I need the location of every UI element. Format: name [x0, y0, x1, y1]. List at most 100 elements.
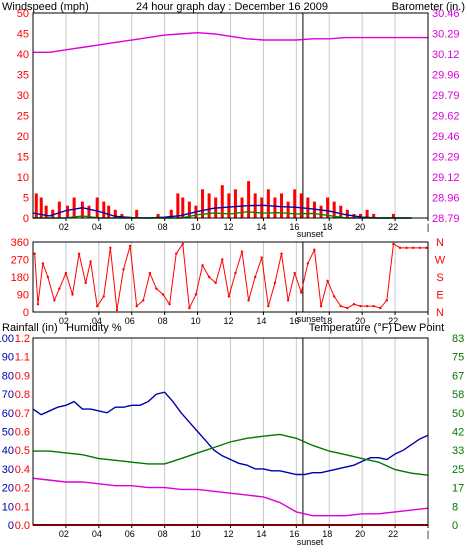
gust-bar	[227, 193, 231, 218]
x-tick-label: 12	[223, 222, 233, 232]
direction-point	[253, 275, 257, 279]
x-tick-label: 04	[92, 222, 102, 232]
direction-point	[326, 279, 329, 283]
gust-bar	[280, 193, 284, 218]
direction-point	[379, 306, 382, 310]
windspeed-tick-label: 45	[17, 29, 29, 41]
wind-grid	[65, 13, 429, 218]
gust-bar	[260, 197, 264, 218]
temperature-tick-label: 50	[452, 408, 464, 420]
x-tick-label: 14	[256, 316, 266, 326]
x-tick-label: 02	[59, 222, 69, 232]
x-tick-label: |	[427, 316, 429, 326]
dewpoint-line	[32, 477, 429, 517]
direction-point	[168, 303, 171, 306]
gust-bar	[339, 205, 343, 218]
humidity-tick-label: 10	[2, 501, 14, 513]
direction-point	[352, 303, 356, 306]
windspeed-tick-label: 0	[23, 213, 29, 225]
x-tick-label: 06	[125, 316, 135, 326]
temperature-tick-label: 58	[452, 389, 464, 401]
barometer-tick-label: 29.79	[432, 90, 460, 102]
barometer-tick-label: 30.46	[432, 8, 460, 20]
gust-bar	[51, 209, 55, 218]
direction-point	[365, 304, 369, 308]
windspeed-tick-label: 20	[17, 131, 29, 143]
temperature-tick-label: 83	[452, 333, 464, 345]
direction-point	[339, 304, 342, 308]
gust-bar	[319, 205, 323, 218]
humidity-tick-label: 50	[2, 427, 14, 439]
gust-bar	[44, 205, 48, 218]
temperature-tick-label: 67	[452, 370, 464, 382]
gust-bar	[332, 201, 336, 218]
wind-x-ticks: 02 04 06 08 10 12 14 16 18 20 22 |	[59, 218, 429, 232]
gust-bar	[181, 197, 185, 218]
direction-point	[293, 271, 296, 275]
direction-point	[234, 271, 237, 275]
direction-point	[392, 242, 395, 246]
gust-bar	[87, 205, 91, 218]
gust-bar	[39, 197, 43, 218]
direction-point	[425, 246, 428, 250]
gust-bar	[207, 193, 211, 218]
x-tick-label: 22	[388, 529, 398, 539]
x-tick-label: |	[427, 222, 429, 232]
windspeed-tick-label: 10	[17, 172, 29, 184]
humidity-tick-label: 30	[2, 464, 14, 476]
windspeed-tick-label: 15	[17, 152, 29, 164]
humidity-tick-label: 0	[8, 520, 14, 532]
compass-label: N	[436, 307, 444, 319]
windspeed-tick-label: 35	[17, 70, 29, 82]
gust-bar	[359, 213, 363, 218]
barometer-tick-label: 30.12	[432, 49, 460, 61]
rainfall-tick-label: 0.9	[15, 370, 30, 382]
rainfall-tick-label: 0.4	[15, 464, 30, 476]
direction-point	[319, 304, 323, 308]
direction-point	[273, 281, 277, 285]
wind_avg-line	[32, 204, 412, 219]
direction-point	[280, 252, 283, 255]
gust-bar	[120, 213, 124, 218]
barometer-line	[33, 31, 428, 53]
direction-tick-label: 360	[11, 237, 29, 249]
humidity-tick-label: 40	[2, 445, 14, 457]
gust-bar	[372, 213, 376, 218]
x-tick-label: 16	[289, 316, 299, 326]
rainfall-tick-label: 1.1	[15, 352, 30, 364]
direction-point	[36, 303, 40, 306]
gust-bar	[345, 209, 349, 218]
compass-label: W	[435, 255, 446, 267]
direction-point	[46, 275, 50, 279]
barometer-tick-label: 29.46	[432, 131, 460, 143]
humidity-tick-label: 20	[2, 483, 14, 495]
compass-label: S	[436, 272, 443, 284]
x-tick-label: 16	[289, 222, 299, 232]
humidity-tick-label: 100	[0, 333, 14, 345]
direction-point	[227, 295, 231, 298]
gust-bar	[233, 189, 237, 218]
barometer-tick-label: 30.29	[432, 29, 460, 41]
direction-point	[221, 258, 224, 261]
direction-point	[306, 262, 310, 265]
direction-point	[260, 256, 263, 259]
direction-point	[201, 264, 204, 267]
barometer-tick-label: 29.96	[432, 70, 460, 82]
sunset-label-1: sunset	[297, 229, 324, 239]
gust-bar	[240, 197, 244, 218]
direction-point	[286, 299, 290, 302]
direction-point	[89, 260, 92, 263]
direction-y-ticks: 360 270 180 90 0	[11, 237, 29, 319]
humidity-axis-label: Humidity %	[66, 322, 122, 334]
direction-point	[214, 281, 217, 285]
humidity-line	[32, 391, 429, 476]
rainfall-tick-label: 0.6	[15, 427, 30, 439]
temperature-tick-label: 42	[452, 427, 464, 439]
temperature-tick-label: 17	[452, 483, 464, 495]
barometer-tick-label: 29.62	[432, 111, 460, 123]
gust-bar	[169, 209, 173, 218]
wind-barometer-panel: 0 5 10 15 20 25 30 35 40 45 50 28.79 28.96 29.12 29.2…	[2, 1, 465, 239]
humidity-x-ticks: 02 04 06 08 10 12 14 16 18 20 22 |	[59, 525, 429, 539]
